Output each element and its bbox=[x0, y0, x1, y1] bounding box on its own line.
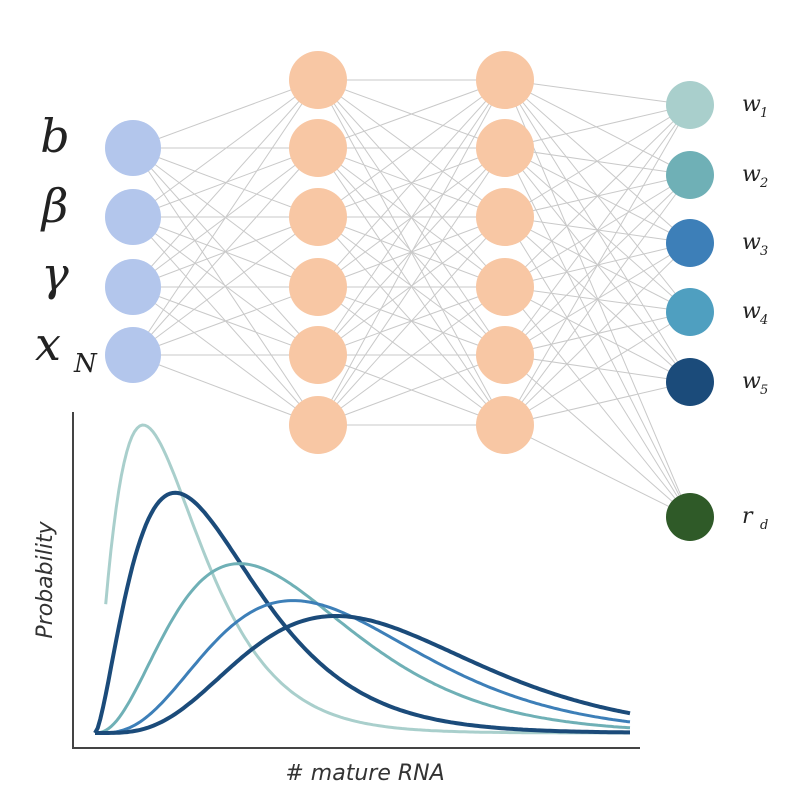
distribution-curve bbox=[94, 562, 631, 735]
output-label: w bbox=[742, 92, 761, 117]
input-node bbox=[105, 189, 161, 245]
network-edge bbox=[504, 381, 691, 426]
network-edge bbox=[504, 147, 691, 518]
network-edge bbox=[504, 242, 691, 426]
network-edge bbox=[504, 104, 691, 218]
chart-ylabel: Probability bbox=[33, 520, 58, 638]
network-edge bbox=[504, 174, 691, 288]
network-edge bbox=[504, 286, 691, 518]
network-edge bbox=[317, 79, 506, 218]
network-edge bbox=[132, 79, 319, 356]
hidden-node bbox=[289, 51, 347, 109]
chart-axes bbox=[72, 412, 640, 749]
output-node bbox=[666, 219, 714, 267]
output-node bbox=[666, 493, 714, 541]
input-label: γ bbox=[41, 247, 69, 301]
network-edge bbox=[317, 79, 506, 149]
input-label: x bbox=[35, 317, 61, 371]
output-label: w bbox=[742, 369, 761, 394]
output-label: w bbox=[742, 162, 761, 187]
network-edge bbox=[317, 147, 506, 426]
output-label-subscript: 4 bbox=[759, 313, 768, 328]
output-node bbox=[666, 151, 714, 199]
input-node bbox=[105, 259, 161, 315]
output-label: w bbox=[742, 299, 761, 324]
hidden-node bbox=[476, 396, 534, 454]
network-edge bbox=[132, 216, 319, 356]
hidden-node bbox=[289, 326, 347, 384]
output-label-subscript: d bbox=[760, 518, 768, 533]
network-edge bbox=[317, 216, 506, 426]
hidden-node bbox=[476, 188, 534, 246]
hidden-node bbox=[289, 188, 347, 246]
network-nodes bbox=[105, 51, 714, 541]
output-label-subscript: 3 bbox=[760, 244, 768, 259]
hidden-node bbox=[289, 258, 347, 316]
output-label-subscript: 2 bbox=[759, 176, 768, 191]
output-label-subscript: 5 bbox=[760, 383, 768, 398]
network-edges bbox=[132, 79, 691, 518]
network-edge bbox=[317, 286, 506, 426]
input-node bbox=[105, 120, 161, 176]
hidden-node bbox=[476, 119, 534, 177]
network-edge bbox=[132, 147, 319, 356]
network-edge bbox=[504, 104, 691, 288]
output-node bbox=[666, 358, 714, 406]
network-edge bbox=[317, 354, 506, 426]
network-edge bbox=[504, 216, 691, 518]
network-edge bbox=[132, 79, 319, 288]
network-edge bbox=[132, 79, 319, 149]
distribution-curve bbox=[93, 490, 630, 735]
input-label-subscript: N bbox=[73, 349, 98, 379]
network-edge bbox=[132, 147, 319, 218]
network-edge bbox=[504, 79, 691, 106]
network-edge bbox=[132, 354, 319, 426]
hidden-node bbox=[289, 119, 347, 177]
network-edge bbox=[504, 104, 691, 149]
network-edge bbox=[504, 242, 691, 356]
chart-xlabel: # mature RNA bbox=[285, 761, 444, 786]
network-edge bbox=[504, 104, 691, 356]
network-edge bbox=[132, 286, 319, 356]
output-node bbox=[666, 288, 714, 336]
output-label-subscript: 1 bbox=[760, 106, 768, 121]
network-edge bbox=[317, 79, 506, 288]
distribution-curve bbox=[95, 614, 631, 735]
hidden-node bbox=[289, 396, 347, 454]
hidden-node bbox=[476, 326, 534, 384]
hidden-node bbox=[476, 51, 534, 109]
network-edge bbox=[317, 147, 506, 218]
network-edge bbox=[504, 311, 691, 426]
output-label: r bbox=[742, 504, 754, 529]
network-edge bbox=[317, 79, 506, 356]
probability-chart: Probability # mature RNA bbox=[33, 412, 640, 786]
network-edge bbox=[132, 79, 319, 218]
network-edge bbox=[504, 174, 691, 426]
network-edge bbox=[504, 354, 691, 518]
output-node bbox=[666, 81, 714, 129]
network-edge bbox=[504, 424, 691, 518]
input-label: b bbox=[40, 109, 69, 163]
distribution-curve bbox=[95, 599, 631, 735]
input-node bbox=[105, 327, 161, 383]
output-label: w bbox=[742, 230, 761, 255]
input-label: β bbox=[40, 179, 69, 233]
chart-curves bbox=[93, 423, 631, 735]
network-edge bbox=[317, 79, 506, 426]
hidden-node bbox=[476, 258, 534, 316]
distribution-curve bbox=[104, 423, 630, 735]
network-edge bbox=[504, 104, 691, 426]
